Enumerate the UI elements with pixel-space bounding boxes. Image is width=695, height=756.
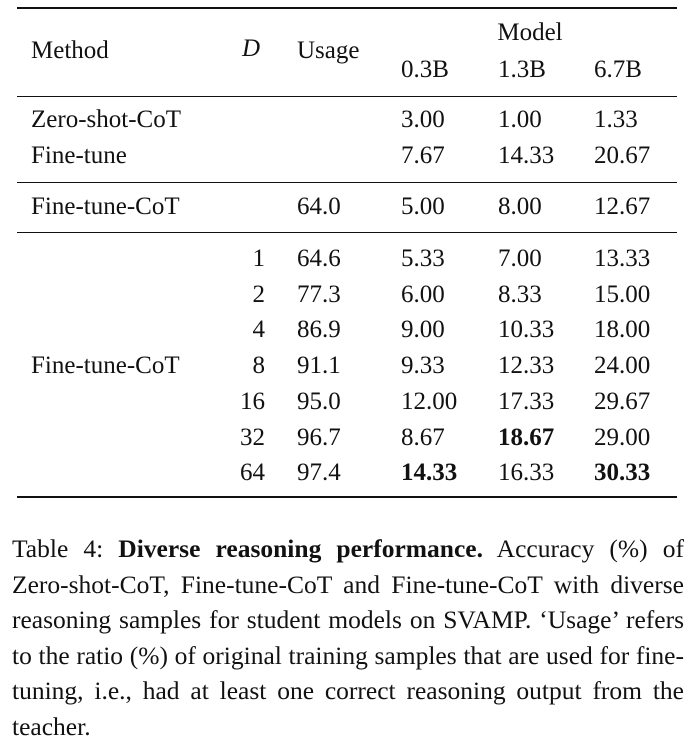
diverse-row-d: 2 <box>252 281 266 308</box>
diverse-row-value-67b: 18.00 <box>594 316 651 343</box>
diverse-row-value-67b: 29.67 <box>594 388 651 415</box>
diverse-row-usage: 77.3 <box>297 281 341 308</box>
diverse-row-value-67b: 24.00 <box>594 352 651 379</box>
caption-text: Accuracy (%) of Zero-shot-CoT, Fine-tune… <box>12 534 684 741</box>
diverse-row-value-13b: 10.33 <box>498 316 555 343</box>
diverse-row-value-67b: 29.00 <box>594 424 651 451</box>
caption-bold-title: Diverse reasoning performance. <box>118 534 483 563</box>
row-fine-tune-cot-67b: 12.67 <box>594 193 651 220</box>
diverse-row-value-03b: 6.00 <box>401 281 445 308</box>
row-fine-tune-03b: 7.67 <box>401 142 445 169</box>
group2-bottom-rule <box>17 232 677 233</box>
diverse-row-value-13b: 16.33 <box>498 459 555 486</box>
diverse-row-value-67b: 30.33 <box>594 459 651 486</box>
row-fine-tune-method: Fine-tune <box>31 142 127 169</box>
header-model-03b: 0.3B <box>401 56 449 83</box>
diverse-row-value-13b: 18.67 <box>498 424 555 451</box>
diverse-row-d: 1 <box>252 245 266 272</box>
row-fine-tune-cot-03b: 5.00 <box>401 193 445 220</box>
row-zero-shot-cot-67b: 1.33 <box>594 106 638 133</box>
diverse-row-value-67b: 13.33 <box>594 245 651 272</box>
row-zero-shot-cot-13b: 1.00 <box>498 106 542 133</box>
diverse-row-value-67b: 15.00 <box>594 281 651 308</box>
row-fine-tune-13b: 14.33 <box>498 142 555 169</box>
group1-bottom-rule <box>17 182 677 183</box>
diverse-row-usage: 95.0 <box>297 388 341 415</box>
row-fine-tune-cot-method: Fine-tune-CoT <box>31 193 180 220</box>
header-d: D <box>241 35 261 62</box>
diverse-row-value-03b: 12.00 <box>401 388 458 415</box>
table-caption: Table 4: Diverse reasoning performance. … <box>12 531 684 744</box>
diverse-row-value-03b: 14.33 <box>401 459 458 486</box>
header-model-13b: 1.3B <box>498 56 546 83</box>
diverse-row-value-03b: 9.33 <box>401 352 445 379</box>
diverse-row-usage: 86.9 <box>297 316 341 343</box>
diverse-row-usage: 97.4 <box>297 459 341 486</box>
row-fine-tune-cot-usage: 64.0 <box>297 193 341 220</box>
header-model-67b: 6.7B <box>594 56 642 83</box>
diverse-row-d: 32 <box>240 424 265 451</box>
diverse-row-d: 8 <box>252 352 266 379</box>
header-model-group: Model <box>497 19 563 46</box>
header-usage: Usage <box>297 37 360 64</box>
caption-label: Table 4: <box>12 534 119 563</box>
group3-method: Fine-tune-CoT <box>31 352 180 379</box>
diverse-row-value-03b: 5.33 <box>401 245 445 272</box>
row-zero-shot-cot-method: Zero-shot-CoT <box>31 106 181 133</box>
diverse-row-value-13b: 8.33 <box>498 281 542 308</box>
row-fine-tune-67b: 20.67 <box>594 142 651 169</box>
header-method: Method <box>31 37 109 64</box>
diverse-row-usage: 96.7 <box>297 424 341 451</box>
diverse-row-d: 4 <box>252 316 266 343</box>
diverse-row-value-13b: 7.00 <box>498 245 542 272</box>
header-bottom-rule <box>17 96 677 97</box>
row-fine-tune-cot-13b: 8.00 <box>498 193 542 220</box>
diverse-row-usage: 91.1 <box>297 352 341 379</box>
diverse-row-value-13b: 12.33 <box>498 352 555 379</box>
table-bottom-rule <box>17 496 677 498</box>
diverse-row-usage: 64.6 <box>297 245 341 272</box>
diverse-row-value-03b: 8.67 <box>401 424 445 451</box>
diverse-row-value-13b: 17.33 <box>498 388 555 415</box>
diverse-row-value-03b: 9.00 <box>401 316 445 343</box>
diverse-row-d: 64 <box>240 459 265 486</box>
row-zero-shot-cot-03b: 3.00 <box>401 106 445 133</box>
diverse-row-d: 16 <box>240 388 265 415</box>
table-top-rule <box>17 7 677 9</box>
